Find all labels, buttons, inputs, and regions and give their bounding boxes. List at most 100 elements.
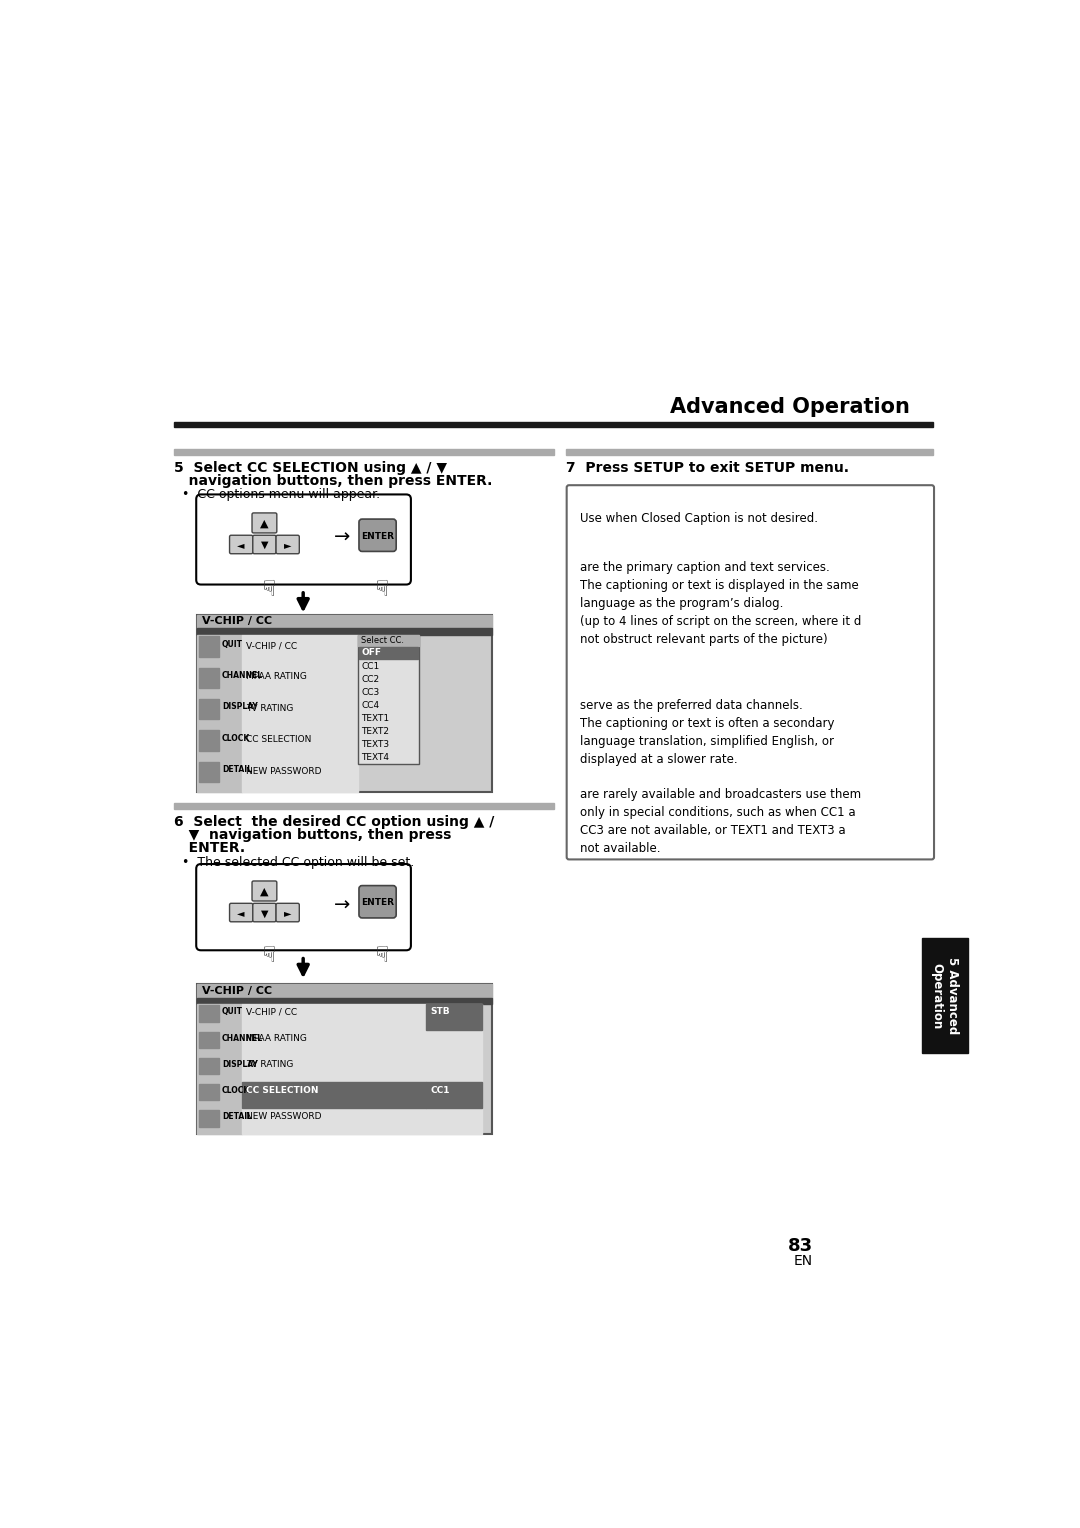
Text: TV RATING: TV RATING xyxy=(246,704,293,714)
Text: CC4: CC4 xyxy=(362,701,379,711)
Text: NEW PASSWORD: NEW PASSWORD xyxy=(246,1111,322,1120)
Text: QUIT: QUIT xyxy=(221,1007,243,1016)
Bar xyxy=(199,698,218,720)
Text: V-CHIP / CC: V-CHIP / CC xyxy=(202,616,272,626)
Text: 5 Advanced
Operation: 5 Advanced Operation xyxy=(930,957,959,1034)
Bar xyxy=(197,984,491,998)
Text: •  The selected CC option will be set.: • The selected CC option will be set. xyxy=(181,856,414,869)
FancyBboxPatch shape xyxy=(197,495,410,585)
Bar xyxy=(199,1031,218,1048)
Bar xyxy=(199,730,218,750)
FancyBboxPatch shape xyxy=(567,486,934,859)
FancyBboxPatch shape xyxy=(253,903,276,921)
Text: V-CHIP / CC: V-CHIP / CC xyxy=(246,642,297,649)
FancyBboxPatch shape xyxy=(252,882,276,902)
Text: TEXT2: TEXT2 xyxy=(362,727,389,736)
Text: Use when Closed Caption is not desired.: Use when Closed Caption is not desired. xyxy=(580,512,818,526)
Bar xyxy=(174,449,554,455)
Bar xyxy=(359,634,419,764)
Bar xyxy=(199,1109,218,1126)
Text: DETAIL: DETAIL xyxy=(221,1111,252,1120)
Bar xyxy=(359,634,419,646)
Text: are rarely available and broadcasters use them
only in special conditions, such : are rarely available and broadcasters us… xyxy=(580,788,861,854)
Bar xyxy=(427,1082,482,1108)
Bar xyxy=(242,1082,427,1108)
Bar xyxy=(197,984,491,1134)
Bar xyxy=(566,449,933,455)
Text: ►: ► xyxy=(284,908,292,918)
Text: •  CC options menu will appear.: • CC options menu will appear. xyxy=(181,489,380,501)
Bar xyxy=(199,636,218,657)
Text: TV RATING: TV RATING xyxy=(246,1059,293,1068)
Bar xyxy=(199,762,218,782)
Text: →: → xyxy=(334,895,350,915)
Text: ▲: ▲ xyxy=(260,886,269,897)
Text: ENTER.: ENTER. xyxy=(174,840,245,856)
Text: CC3: CC3 xyxy=(362,688,379,697)
Text: ENTER: ENTER xyxy=(361,898,394,908)
Text: ▼  navigation buttons, then press: ▼ navigation buttons, then press xyxy=(174,828,451,842)
FancyBboxPatch shape xyxy=(230,903,253,921)
Text: MPAA RATING: MPAA RATING xyxy=(246,1033,307,1042)
Text: TEXT3: TEXT3 xyxy=(362,740,390,749)
Text: Select CC.: Select CC. xyxy=(362,636,404,645)
FancyBboxPatch shape xyxy=(359,886,396,918)
Text: ☞: ☞ xyxy=(255,578,274,597)
FancyBboxPatch shape xyxy=(276,535,299,553)
FancyBboxPatch shape xyxy=(359,520,396,552)
Bar xyxy=(427,1004,482,1030)
Text: NEW PASSWORD: NEW PASSWORD xyxy=(246,767,322,776)
Bar xyxy=(174,804,554,810)
Text: QUIT: QUIT xyxy=(221,640,243,648)
Text: OFF: OFF xyxy=(362,648,381,657)
Text: EN: EN xyxy=(794,1253,813,1268)
Text: 6  Select  the desired CC option using ▲ /: 6 Select the desired CC option using ▲ / xyxy=(174,814,495,828)
FancyBboxPatch shape xyxy=(252,513,276,533)
Text: CLOCK: CLOCK xyxy=(221,733,251,743)
Bar xyxy=(174,422,933,428)
Text: V-CHIP / CC: V-CHIP / CC xyxy=(202,986,272,996)
Text: CHANNEL: CHANNEL xyxy=(221,671,262,680)
Text: ☞: ☞ xyxy=(255,944,274,964)
Text: CC SELECTION: CC SELECTION xyxy=(246,1085,319,1094)
Text: ▼: ▼ xyxy=(260,541,268,550)
Text: 5  Select CC SELECTION using ▲ / ▼: 5 Select CC SELECTION using ▲ / ▼ xyxy=(174,460,447,475)
Bar xyxy=(197,634,242,792)
Text: →: → xyxy=(334,529,350,547)
Text: 83: 83 xyxy=(788,1236,813,1254)
Bar xyxy=(197,1004,242,1134)
Bar xyxy=(197,614,491,792)
Text: CHANNEL: CHANNEL xyxy=(221,1033,262,1042)
Text: serve as the preferred data channels.
The captioning or text is often a secondar: serve as the preferred data channels. Th… xyxy=(580,700,835,766)
Text: ENTER: ENTER xyxy=(361,532,394,541)
Text: STB: STB xyxy=(430,1007,450,1016)
Text: 7  Press SETUP to exit SETUP menu.: 7 Press SETUP to exit SETUP menu. xyxy=(566,460,849,475)
Bar xyxy=(242,1004,482,1134)
Text: DISPLAY: DISPLAY xyxy=(221,1059,257,1068)
Text: CC2: CC2 xyxy=(362,675,379,683)
Bar xyxy=(921,938,968,1053)
FancyBboxPatch shape xyxy=(230,535,253,553)
Text: CC1: CC1 xyxy=(430,1085,449,1094)
Text: Advanced Operation: Advanced Operation xyxy=(670,397,910,417)
Text: ☞: ☞ xyxy=(367,578,388,597)
Bar xyxy=(197,614,491,628)
FancyBboxPatch shape xyxy=(197,863,410,950)
Text: CC SELECTION: CC SELECTION xyxy=(246,735,311,744)
Text: ◄: ◄ xyxy=(238,908,245,918)
Bar xyxy=(197,628,491,634)
Text: DETAIL: DETAIL xyxy=(221,766,252,775)
FancyBboxPatch shape xyxy=(276,903,299,921)
Bar xyxy=(199,668,218,688)
Text: ▼: ▼ xyxy=(260,908,268,918)
Text: TEXT1: TEXT1 xyxy=(362,714,390,723)
Bar xyxy=(199,1057,218,1074)
Bar xyxy=(197,998,491,1004)
Text: CC1: CC1 xyxy=(362,662,379,671)
Text: DISPLAY: DISPLAY xyxy=(221,703,257,712)
Bar xyxy=(242,634,359,792)
Text: MPAA RATING: MPAA RATING xyxy=(246,672,307,681)
FancyBboxPatch shape xyxy=(253,535,276,553)
Text: ▲: ▲ xyxy=(260,518,269,529)
Text: navigation buttons, then press ENTER.: navigation buttons, then press ENTER. xyxy=(174,474,492,487)
